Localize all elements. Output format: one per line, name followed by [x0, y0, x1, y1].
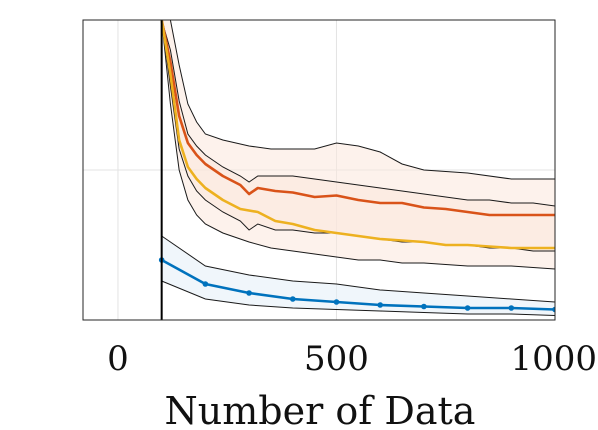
x-axis-label: Number of Data [165, 389, 476, 430]
band-fill-1 [161, 20, 555, 251]
data-point-blue-1 [202, 281, 209, 287]
x-tick-label-2: 1000 [510, 339, 597, 379]
series-line-orange [160, 20, 555, 217]
x-tick-label-0: 0 [107, 339, 129, 379]
band-upper-2 [161, 235, 555, 303]
series-line-yellow [160, 20, 555, 250]
data-point-blue-6 [421, 303, 427, 310]
data-point-blue-9 [552, 306, 555, 313]
x-tick-label-1: 500 [304, 339, 369, 379]
plot-frame [82, 19, 556, 321]
band-lower-0 [161, 20, 555, 270]
data-point-blue-8 [508, 305, 515, 311]
data-point-blue-4 [333, 299, 340, 305]
band-upper-0 [161, 20, 555, 180]
band-lower-2 [161, 280, 555, 316]
data-point-blue-2 [246, 290, 252, 296]
series-lines [158, 20, 555, 320]
data-point-blue-3 [289, 296, 296, 302]
data-point-blue-5 [377, 302, 383, 308]
x-ticks: 0 500 1000 [107, 339, 597, 379]
data-point-blue-7 [464, 305, 471, 311]
series-line-blue [161, 258, 555, 311]
band-upper-1 [161, 20, 555, 207]
